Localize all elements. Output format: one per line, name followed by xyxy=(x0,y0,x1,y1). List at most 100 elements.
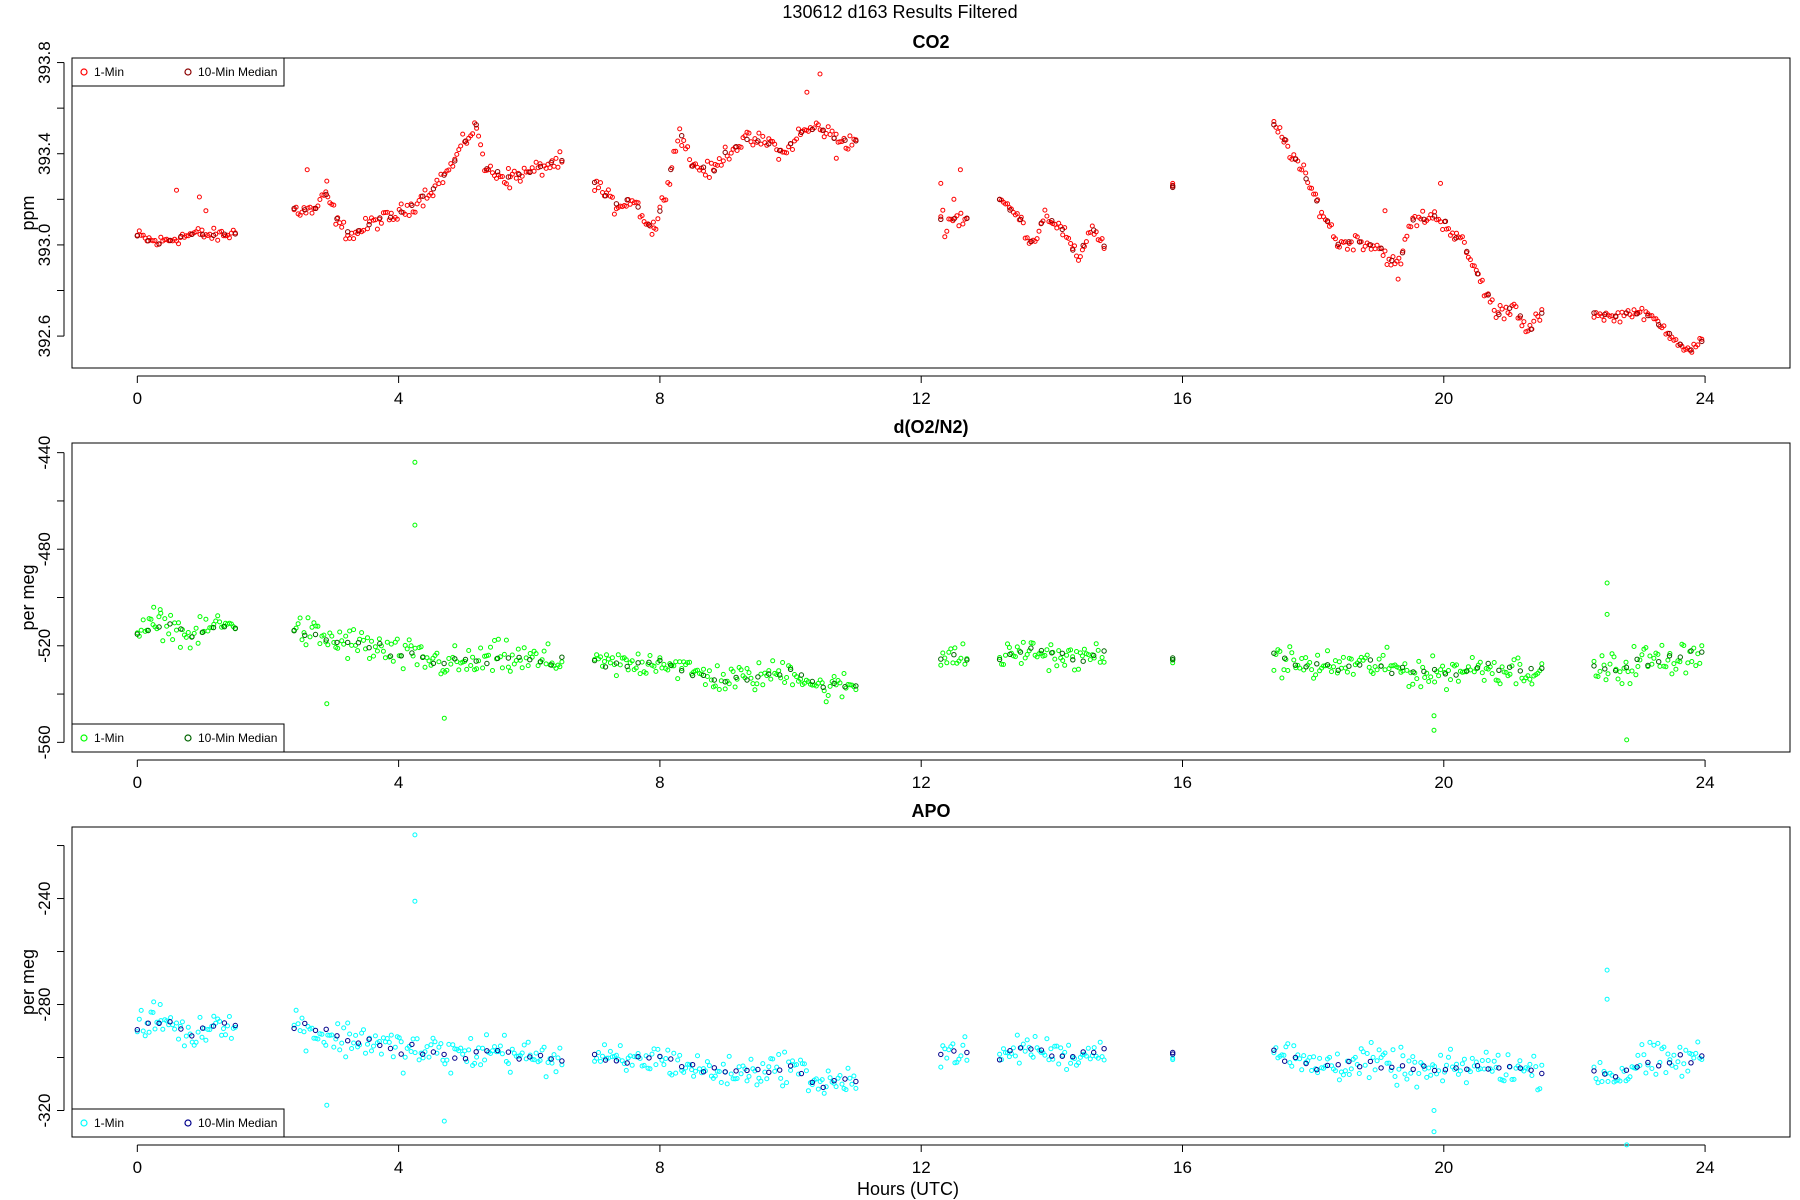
median-point xyxy=(809,1079,815,1086)
data-point xyxy=(1087,657,1093,663)
data-point xyxy=(1054,663,1060,669)
median-point xyxy=(398,653,404,659)
data-point xyxy=(1376,656,1382,662)
median-point xyxy=(689,163,696,169)
data-point xyxy=(803,1068,809,1074)
data-point xyxy=(1010,1045,1016,1051)
median-point xyxy=(1070,657,1076,663)
data-point xyxy=(1072,243,1077,249)
data-point xyxy=(557,664,563,670)
data-point xyxy=(671,663,677,669)
data-point xyxy=(474,666,480,672)
data-point xyxy=(944,660,950,666)
data-point xyxy=(1529,681,1535,687)
data-point xyxy=(1402,1071,1408,1077)
data-point xyxy=(1410,681,1416,687)
y-tick-label: 392.6 xyxy=(35,315,54,358)
data-point xyxy=(1637,309,1643,315)
data-point xyxy=(679,666,685,671)
median-point xyxy=(1539,1070,1545,1077)
median-point xyxy=(1038,220,1045,226)
data-point xyxy=(1469,1055,1475,1061)
data-point xyxy=(138,627,144,633)
median-point xyxy=(1623,664,1630,670)
data-point xyxy=(1671,1052,1677,1058)
data-point xyxy=(1527,676,1533,682)
data-point xyxy=(172,620,178,626)
x-axis-title: Hours (UTC) xyxy=(857,1179,959,1199)
median-point xyxy=(559,654,565,660)
data-point xyxy=(215,613,221,619)
median-point xyxy=(1007,207,1013,213)
data-point xyxy=(1016,1060,1022,1066)
data-point xyxy=(1651,655,1657,661)
median-point xyxy=(613,1058,620,1064)
median-point xyxy=(210,232,217,239)
x-tick-label: 0 xyxy=(133,389,142,408)
data-point xyxy=(948,646,954,652)
data-point xyxy=(347,628,353,634)
data-point xyxy=(623,1067,629,1073)
data-point xyxy=(1336,1077,1342,1083)
median-point xyxy=(355,228,362,234)
data-point xyxy=(1675,1059,1681,1065)
median-point xyxy=(1410,217,1416,223)
data-point xyxy=(1432,679,1438,685)
median-point xyxy=(1517,313,1524,319)
data-point xyxy=(710,167,716,173)
legend-box xyxy=(71,723,285,753)
y-tick-label: -440 xyxy=(35,436,54,470)
data-point xyxy=(1024,652,1030,657)
data-point xyxy=(706,1063,712,1069)
data-point xyxy=(213,618,219,624)
data-point xyxy=(1356,1071,1362,1076)
median-point xyxy=(1070,1054,1076,1060)
data-point xyxy=(1020,639,1026,645)
median-point xyxy=(996,656,1003,663)
data-point xyxy=(1669,671,1675,677)
median-point xyxy=(1464,1066,1470,1072)
median-point xyxy=(635,204,641,210)
data-point xyxy=(499,174,505,179)
median-point xyxy=(1357,662,1363,668)
median-point xyxy=(602,1057,609,1063)
median-point xyxy=(1271,122,1277,128)
data-point xyxy=(1535,313,1541,319)
data-point xyxy=(726,1053,732,1059)
median-point xyxy=(1656,322,1662,328)
data-point xyxy=(371,653,376,659)
data-point xyxy=(1515,655,1521,661)
data-point xyxy=(211,1013,217,1019)
median-point xyxy=(302,1020,308,1027)
data-point xyxy=(492,1044,497,1050)
data-point xyxy=(531,168,537,174)
data-point xyxy=(1014,1032,1020,1038)
data-point xyxy=(136,228,142,234)
data-point xyxy=(669,663,675,669)
data-point xyxy=(1599,653,1605,659)
data-point xyxy=(1344,246,1350,252)
data-point xyxy=(1060,658,1066,663)
data-point xyxy=(315,1036,321,1042)
data-point xyxy=(448,661,454,667)
data-point xyxy=(1539,307,1545,313)
median-point xyxy=(700,164,707,170)
data-point xyxy=(1271,1050,1277,1056)
median-point xyxy=(441,1051,447,1058)
median-point xyxy=(1028,238,1034,245)
median-point xyxy=(657,1053,663,1060)
data-point xyxy=(1651,1042,1657,1048)
data-point xyxy=(176,1036,181,1042)
data-point xyxy=(938,662,944,668)
data-point xyxy=(643,221,649,227)
y-tick-label: -280 xyxy=(35,988,54,1022)
median-point xyxy=(334,1033,340,1039)
median-point xyxy=(613,201,620,207)
data-point xyxy=(774,1064,780,1070)
legend-label: 1-Min xyxy=(94,1116,124,1130)
data-point xyxy=(1336,659,1342,665)
data-point xyxy=(760,682,766,688)
median-point xyxy=(156,241,162,247)
median-point xyxy=(1528,665,1534,672)
data-point xyxy=(778,1075,784,1081)
